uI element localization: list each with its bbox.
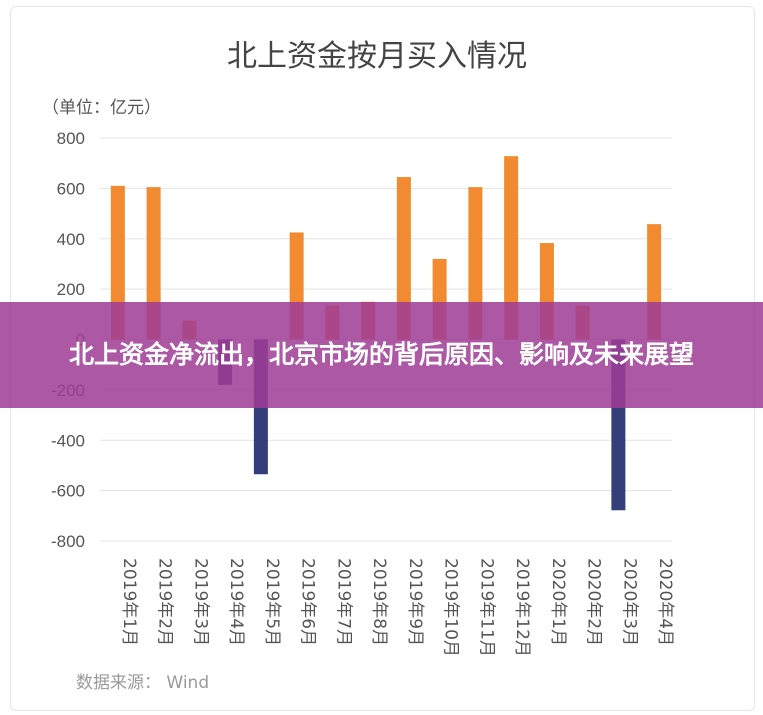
x-tick-label: 2019年11月 [476,558,496,657]
source-label: 数据来源： Wind [76,673,209,693]
y-tick-label: 400 [57,230,85,249]
x-tick-label: 2019年1月 [119,558,139,646]
bar [396,177,411,340]
x-tick-label: 2019年4月 [226,558,246,646]
x-tick-label: 2019年7月 [333,558,353,646]
x-tick-label: 2019年8月 [369,558,389,646]
headline-banner: 北上资金净流出，北京市场的背后原因、影响及未来展望 [0,302,763,408]
x-tick-label: 2019年6月 [298,558,318,646]
x-tick-label: 2020年1月 [548,558,568,646]
bar [468,187,483,340]
headline-text: 北上资金净流出，北京市场的背后原因、影响及未来展望 [68,340,694,369]
bar [146,187,161,340]
x-tick-label: 2020年2月 [584,558,604,646]
unit-label: （单位：亿元） [42,98,161,118]
bar [110,185,125,340]
x-tick-label: 2019年3月 [190,558,210,646]
x-tick-label: 2020年3月 [619,558,639,646]
x-tick-label: 2019年12月 [512,558,532,657]
y-tick-label: 200 [57,280,85,299]
y-tick-label: -600 [51,482,85,501]
x-tick-label: 2019年9月 [405,558,425,646]
y-tick-label: -800 [51,532,85,551]
x-tick-label: 2019年10月 [441,558,461,657]
x-tick-label: 2020年4月 [655,558,675,646]
y-tick-label: 600 [57,179,85,198]
y-tick-label: -400 [51,431,85,450]
bar [504,156,519,340]
y-tick-label: 800 [57,129,85,148]
x-tick-label: 2019年2月 [155,558,175,646]
x-tick-label: 2019年5月 [262,558,282,646]
chart-title: 北上资金按月买入情况 [227,39,527,74]
